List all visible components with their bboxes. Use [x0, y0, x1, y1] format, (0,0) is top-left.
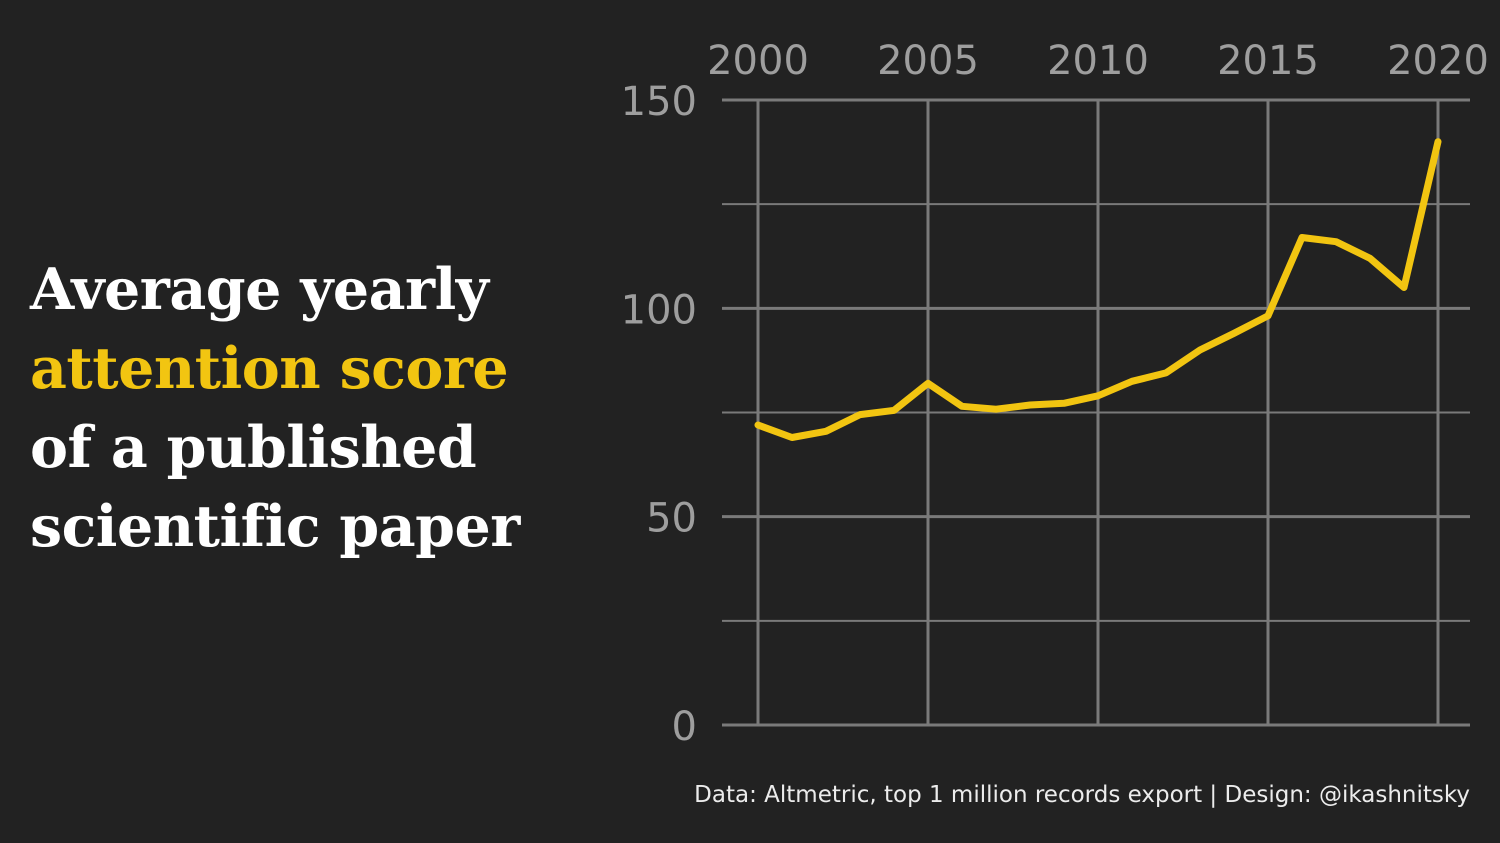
x-tick-label: 2020	[1387, 38, 1489, 84]
y-tick-label: 150	[621, 79, 697, 125]
y-tick-label: 50	[646, 496, 697, 542]
y-tick-label: 100	[621, 287, 697, 333]
title-line-3: of a published	[30, 414, 477, 481]
x-tick-label: 2000	[707, 38, 809, 84]
series-line	[754, 138, 1442, 441]
title-line-4: scientific paper	[30, 493, 520, 560]
x-tick-label: 2015	[1217, 38, 1319, 84]
title-line-1: Average yearly	[30, 256, 489, 323]
series-layer	[754, 138, 1442, 441]
grid-lines	[722, 98, 1470, 727]
x-tick-label: 2010	[1047, 38, 1149, 84]
x-tick-label: 2005	[877, 38, 979, 84]
chart-title: Average yearly attention score of a publ…	[30, 250, 590, 566]
source-caption: Data: Altmetric, top 1 million records e…	[694, 782, 1470, 808]
y-tick-label: 0	[672, 704, 697, 750]
title-line-2-highlight: attention score	[30, 335, 509, 402]
